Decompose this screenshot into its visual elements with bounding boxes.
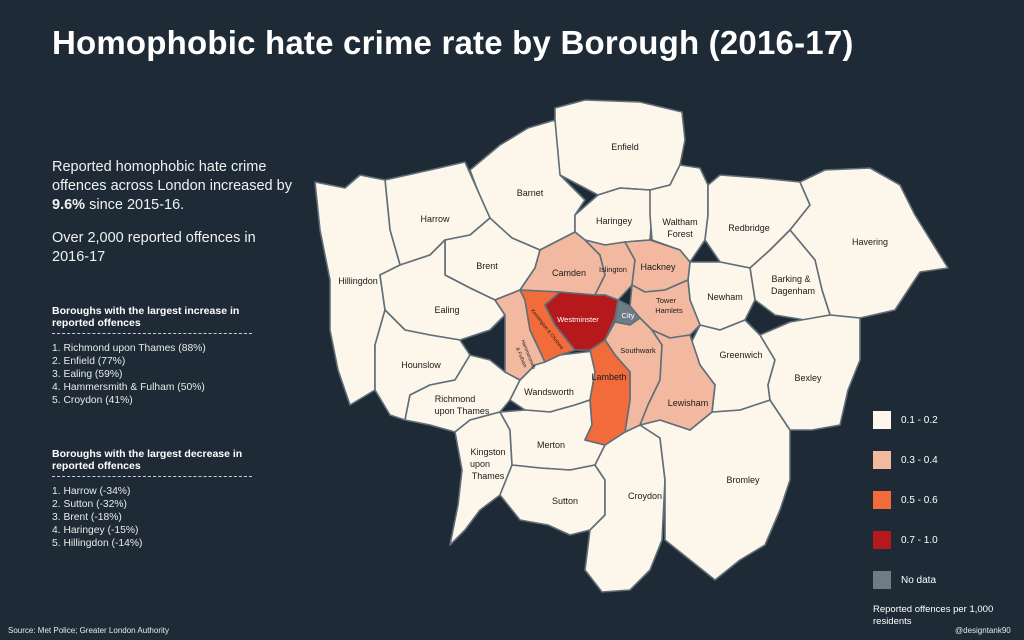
label-waltham: Waltham — [662, 217, 697, 227]
increase-list-title: Boroughs with the largest increase in re… — [52, 305, 252, 334]
label-city: City — [622, 311, 635, 320]
legend-item: 0.1 - 0.2 — [873, 410, 1013, 430]
decrease-list: Boroughs with the largest decrease in re… — [52, 448, 252, 550]
decrease-item: 3. Brent (-18%) — [52, 512, 122, 523]
decrease-item: 1. Harrow (-34%) — [52, 486, 131, 497]
label-barnet: Barnet — [517, 188, 544, 198]
legend-item: 0.5 - 0.6 — [873, 490, 1013, 510]
label-croydon: Croydon — [628, 491, 662, 501]
intro-increase-paragraph: Reported homophobic hate crime offences … — [52, 158, 292, 215]
label-dagenham: Dagenham — [771, 286, 815, 296]
label-hillingdon: Hillingdon — [338, 276, 378, 286]
legend-label: 0.5 - 0.6 — [901, 494, 938, 506]
label-greenwich: Greenwich — [719, 350, 762, 360]
intro-highlight: 9.6% — [52, 197, 86, 213]
label-barking: Barking & — [771, 274, 810, 284]
increase-item: 1. Richmond upon Thames (88%) — [52, 343, 206, 354]
intro-total-paragraph: Over 2,000 reported offences in 2016-17 — [52, 230, 256, 265]
borough-kingston[interactable] — [449, 411, 513, 546]
label-harrow: Harrow — [420, 214, 450, 224]
label-lewisham: Lewisham — [668, 398, 709, 408]
legend-label: 0.1 - 0.2 — [901, 414, 938, 426]
decrease-item: 4. Haringey (-15%) — [52, 525, 139, 536]
legend-label: No data — [901, 574, 937, 586]
borough-lewisham[interactable] — [639, 329, 716, 431]
legend-swatch — [873, 491, 891, 509]
label-enfield: Enfield — [611, 142, 639, 152]
legend-label: 0.3 - 0.4 — [901, 454, 938, 466]
label-kingston-3: Thames — [472, 471, 505, 481]
source-note: Source: Met Police; Greater London Autho… — [8, 626, 169, 635]
legend-item: 0.3 - 0.4 — [873, 450, 1013, 470]
label-kingston-2: upon — [470, 459, 490, 469]
increase-item: 3. Ealing (59%) — [52, 369, 123, 380]
borough-barking-dagenham[interactable] — [749, 229, 831, 321]
label-lambeth: Lambeth — [591, 372, 626, 382]
label-camden: Camden — [552, 268, 586, 278]
intro-text: Reported homophobic hate crime offences … — [52, 158, 292, 281]
decrease-item: 5. Hillingdon (-14%) — [52, 538, 143, 549]
label-richmond-2: upon Thames — [435, 406, 490, 416]
increase-list: Boroughs with the largest increase in re… — [52, 305, 252, 407]
label-hamlets: Hamlets — [655, 306, 683, 315]
label-redbridge: Redbridge — [728, 223, 770, 233]
increase-item: 2. Enfield (77%) — [52, 356, 126, 367]
label-ealing: Ealing — [434, 305, 459, 315]
legend: 0.1 - 0.2 0.3 - 0.4 0.5 - 0.6 0.7 - 1.0 … — [873, 410, 1013, 628]
map-title: Homophobic hate crime rate by Borough (2… — [52, 24, 854, 61]
legend-item: 0.7 - 1.0 — [873, 530, 1013, 550]
borough-lambeth[interactable] — [584, 339, 631, 446]
label-islington: Islington — [599, 265, 627, 274]
label-sutton: Sutton — [552, 496, 578, 506]
legend-item: No data — [873, 570, 1013, 590]
label-tower: Tower — [656, 296, 677, 305]
label-havering: Havering — [852, 237, 888, 247]
label-bromley: Bromley — [726, 475, 760, 485]
legend-label: 0.7 - 1.0 — [901, 534, 938, 546]
decrease-item: 2. Sutton (-32%) — [52, 499, 127, 510]
label-newham: Newham — [707, 292, 743, 302]
legend-swatch — [873, 531, 891, 549]
decrease-list-title: Boroughs with the largest decrease in re… — [52, 448, 252, 477]
legend-swatch — [873, 571, 891, 589]
legend-swatch — [873, 451, 891, 469]
label-hackney: Hackney — [640, 262, 676, 272]
label-haringey: Haringey — [596, 216, 633, 226]
label-forest: Forest — [667, 229, 693, 239]
label-westminster: Westminster — [557, 315, 599, 324]
label-kingston-1: Kingston — [470, 447, 505, 457]
label-wandsworth: Wandsworth — [524, 387, 574, 397]
label-southwark: Southwark — [620, 346, 656, 355]
increase-item: 5. Croydon (41%) — [52, 395, 133, 406]
legend-note: Reported offences per 1,000 residents — [873, 604, 994, 627]
borough-richmond[interactable] — [404, 354, 521, 433]
label-hounslow: Hounslow — [401, 360, 441, 370]
intro-post: since 2015-16. — [85, 197, 185, 213]
label-brent: Brent — [476, 261, 498, 271]
increase-item: 4. Hammersmith & Fulham (50%) — [52, 382, 205, 393]
author-credit: @designtank90 — [955, 626, 1011, 635]
borough-bexley[interactable] — [759, 314, 861, 431]
legend-swatch — [873, 411, 891, 429]
intro-pre: Reported homophobic hate crime offences … — [52, 159, 292, 194]
label-bexley: Bexley — [794, 373, 822, 383]
label-merton: Merton — [537, 440, 565, 450]
label-richmond-1: Richmond — [435, 394, 476, 404]
